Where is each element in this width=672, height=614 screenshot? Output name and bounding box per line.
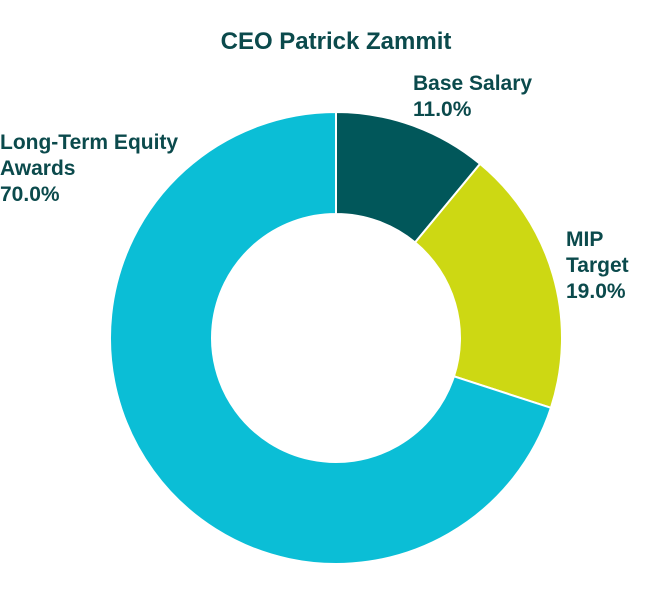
slice-long-term-equity-awards [109, 110, 553, 565]
slice-label-base-salary: Base Salary 11.0% [413, 72, 532, 121]
slice-name-label: MIP [566, 228, 603, 251]
slice-value-label: 19.0% [566, 280, 626, 303]
slice-value-label: 11.0% [413, 98, 472, 121]
donut-slices [109, 110, 563, 565]
slice-name-label: Base Salary [413, 72, 532, 95]
slice-mip-target [413, 162, 563, 410]
slice-name-label: Long-Term Equity [0, 131, 178, 154]
slice-name-label: Target [566, 254, 629, 277]
slice-labels: Base Salary 11.0% MIP Target 19.0% Long-Term … [0, 72, 629, 303]
slice-value-label: 70.0% [0, 183, 60, 206]
chart-title: CEO Patrick Zammit [221, 28, 452, 55]
slice-label-long-term-equity-awards: Long-Term Equity Awards 70.0% [0, 131, 178, 206]
slice-name-label: Awards [0, 157, 75, 180]
slice-label-mip-target: MIP Target 19.0% [566, 228, 629, 303]
